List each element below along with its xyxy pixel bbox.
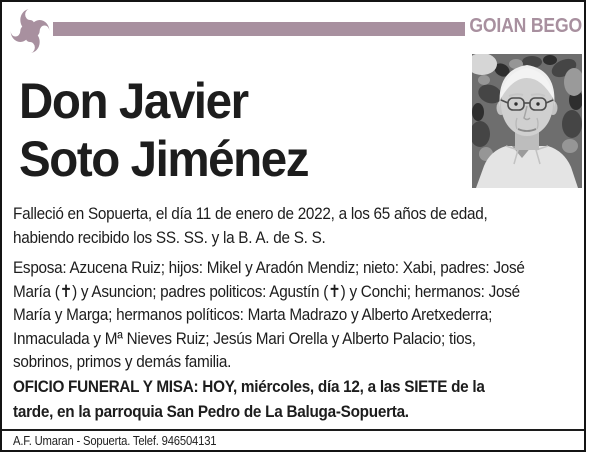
family-paragraph: Esposa: Azucena Ruiz; hijos: Mikel y Ara… bbox=[13, 256, 581, 374]
lauburu-icon bbox=[10, 9, 50, 53]
funeral-line: OFICIO FUNERAL Y MISA: HOY, miércoles, d… bbox=[13, 377, 485, 396]
death-notice-paragraph: Falleció en Sopuerta, el día 11 de enero… bbox=[13, 202, 540, 249]
funeral-paragraph: OFICIO FUNERAL Y MISA: HOY, miércoles, d… bbox=[13, 374, 537, 424]
family-line: María y Marga; hermanos políticos: Marta… bbox=[13, 305, 493, 324]
family-line: María (✝) y Asuncion; padres politicos: … bbox=[13, 281, 520, 301]
footer-divider bbox=[2, 429, 584, 431]
death-notice-line: Falleció en Sopuerta, el día 11 de enero… bbox=[13, 204, 488, 223]
deceased-name: Don Javier Soto Jiménez bbox=[19, 72, 323, 188]
deceased-name-line-1: Don Javier bbox=[19, 73, 249, 129]
header-accent-bar bbox=[53, 22, 465, 36]
death-notice-line: habiendo recibido los SS. SS. y la B. A.… bbox=[13, 227, 326, 247]
motto-goian-bego: GOIAN BEGO bbox=[469, 15, 582, 37]
family-line: sobrinos, primos y demás familia. bbox=[13, 352, 232, 371]
portrait-image bbox=[472, 54, 582, 188]
obituary-notice: GOIAN BEGO bbox=[0, 0, 586, 452]
deceased-photo bbox=[472, 54, 582, 188]
deceased-name-line-2: Soto Jiménez bbox=[19, 131, 310, 187]
family-line: Inmaculada y Mª Nieves Ruiz; Jesús Mari … bbox=[13, 328, 476, 348]
family-line: Esposa: Azucena Ruiz; hijos: Mikel y Ara… bbox=[13, 258, 525, 277]
funeral-line: tarde, en la parroquia San Pedro de La B… bbox=[13, 402, 409, 421]
funeral-home-info: A.F. Umaran - Sopuerta. Telef. 946504131 bbox=[13, 434, 217, 448]
